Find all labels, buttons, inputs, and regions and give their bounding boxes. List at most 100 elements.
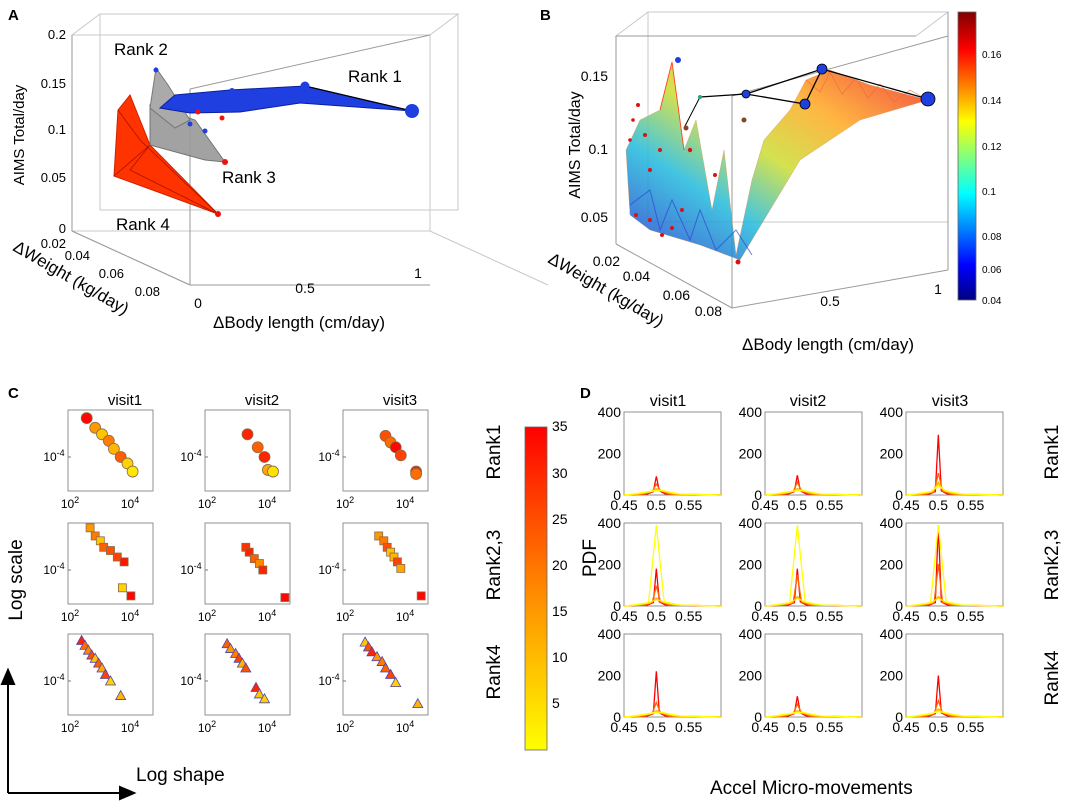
xtick-label: 102 bbox=[198, 608, 216, 624]
panel-d-grid: visit1 visit2 visit3 Rank1 Rank2,3 Rank4… bbox=[580, 393, 1063, 799]
pdf-curve bbox=[623, 585, 722, 607]
svg-text:30: 30 bbox=[552, 465, 568, 481]
xtick-label: 0.5 bbox=[647, 497, 667, 513]
rank1-point bbox=[229, 88, 235, 94]
data-point bbox=[241, 428, 254, 441]
data-point bbox=[96, 662, 108, 673]
svg-text:0.02: 0.02 bbox=[41, 236, 66, 251]
ytick-label: 10-4 bbox=[43, 561, 64, 577]
panel-a-xticks: 0 0.5 1 bbox=[194, 265, 422, 311]
pdf-curve bbox=[905, 675, 1004, 718]
xtick-label: 0.45 bbox=[751, 719, 778, 735]
svg-text:0.15: 0.15 bbox=[41, 76, 66, 91]
svg-text:visit3: visit3 bbox=[383, 392, 417, 409]
panel-a-3d-plot: Rank 2 Rank 1 Rank 3 Rank 4 0.2 0.15 0.1… bbox=[10, 13, 549, 332]
panel-c-rank-labels: Rank1 Rank2,3 Rank4 bbox=[484, 425, 505, 700]
pdf-curve bbox=[905, 485, 1004, 496]
xtick-label: 0.5 bbox=[647, 608, 667, 624]
xtick-label: 0.45 bbox=[751, 608, 778, 624]
ytick-label: 10-4 bbox=[43, 672, 64, 688]
xtick-label: 0.55 bbox=[816, 719, 843, 735]
pdf-curve bbox=[905, 698, 1004, 718]
subplot-frame bbox=[764, 411, 863, 496]
data-point bbox=[126, 591, 136, 601]
data-point bbox=[394, 449, 407, 462]
svg-text:0.5: 0.5 bbox=[820, 293, 840, 309]
ytick-label: 0 bbox=[895, 487, 903, 503]
ytick-label: 400 bbox=[598, 515, 622, 531]
data-point bbox=[240, 662, 252, 673]
panel-d-ylabel: PDF bbox=[580, 539, 601, 577]
pdf-curve bbox=[764, 574, 863, 607]
rank1-hull bbox=[158, 81, 419, 121]
svg-text:0.08: 0.08 bbox=[982, 232, 1002, 243]
pdf-curve bbox=[764, 702, 863, 718]
ytick-label: 0 bbox=[754, 709, 762, 725]
data-point bbox=[119, 557, 129, 567]
subplot-frame bbox=[905, 411, 1004, 496]
xtick-label: 0.45 bbox=[892, 608, 919, 624]
panel-c-subplot: 10-4 102 104 bbox=[180, 409, 291, 511]
xtick-label: 104 bbox=[396, 495, 414, 511]
panel-c-colorbar-ticks: 35 30 25 20 15 10 5 bbox=[552, 418, 568, 711]
svg-text:Rank1: Rank1 bbox=[484, 425, 505, 480]
pdf-curve bbox=[905, 710, 1004, 718]
data-point bbox=[118, 583, 127, 593]
svg-text:15: 15 bbox=[552, 603, 568, 619]
subplot-frame bbox=[342, 522, 429, 605]
ytick-label: 400 bbox=[598, 404, 622, 420]
svg-text:0.1: 0.1 bbox=[982, 187, 996, 198]
data-point bbox=[410, 468, 423, 480]
svg-text:visit3: visit3 bbox=[932, 393, 969, 410]
panel-c-subplot: 10-4 102 104 bbox=[43, 409, 154, 511]
rank1-point bbox=[300, 81, 310, 91]
ytick-label: 10-4 bbox=[318, 672, 339, 688]
svg-text:visit1: visit1 bbox=[108, 392, 142, 409]
rank2-point bbox=[187, 121, 193, 127]
rank4-point bbox=[215, 211, 221, 217]
pdf-curve bbox=[764, 480, 863, 496]
data-point bbox=[258, 692, 271, 704]
rank-label-3: Rank 3 bbox=[222, 168, 276, 187]
xtick-label: 102 bbox=[336, 719, 354, 735]
ytick-label: 200 bbox=[880, 668, 904, 684]
pdf-curve bbox=[623, 525, 722, 607]
xtick-label: 0.45 bbox=[892, 497, 919, 513]
rank2-point bbox=[202, 128, 208, 134]
ytick-label: 0 bbox=[613, 598, 621, 614]
data-point bbox=[251, 441, 264, 454]
data-point bbox=[412, 697, 424, 709]
ytick-label: 200 bbox=[880, 557, 904, 573]
svg-text:0.08: 0.08 bbox=[695, 303, 722, 319]
panel-d-rank-labels: Rank1 Rank2,3 Rank4 bbox=[1042, 425, 1063, 706]
xtick-label: 104 bbox=[258, 608, 276, 624]
panel-d-subplot: 400 200 00.45 0.5 0.55 bbox=[598, 404, 722, 513]
panel-c-visit-headers: visit1 visit2 visit3 bbox=[108, 392, 417, 409]
data-point bbox=[267, 465, 279, 478]
panel-label-d: D bbox=[580, 385, 591, 402]
pdf-curve bbox=[623, 476, 722, 496]
panel-c-subplot: 10-4 102 104 bbox=[43, 522, 154, 624]
rank1-point bbox=[219, 115, 225, 121]
svg-text:10: 10 bbox=[552, 649, 568, 665]
data-point bbox=[258, 451, 271, 463]
panel-a-ylabel: AIMS Total/day bbox=[11, 84, 28, 185]
subplot-frame bbox=[342, 633, 429, 716]
ytick-label: 200 bbox=[598, 668, 622, 684]
pdf-curve bbox=[905, 434, 1004, 496]
rank3-point bbox=[222, 159, 228, 165]
xtick-label: 0.55 bbox=[675, 608, 702, 624]
data-point bbox=[258, 565, 268, 575]
data-point bbox=[108, 442, 120, 455]
xtick-label: 104 bbox=[121, 719, 139, 735]
panel-b-xticks: 0.5 1 bbox=[820, 281, 942, 309]
svg-text:Rank2,3: Rank2,3 bbox=[484, 530, 505, 601]
xtick-label: 102 bbox=[61, 719, 79, 735]
data-point bbox=[366, 645, 378, 657]
xtick-label: 0.45 bbox=[751, 497, 778, 513]
ytick-label: 10-4 bbox=[180, 672, 201, 688]
svg-text:visit2: visit2 bbox=[790, 393, 827, 410]
panel-b-3d-surface: 0.15 0.1 0.05 0.02 0.04 0.06 0.08 0.5 1 … bbox=[545, 11, 1002, 354]
subplot-frame bbox=[204, 633, 291, 716]
xtick-label: 102 bbox=[61, 495, 79, 511]
